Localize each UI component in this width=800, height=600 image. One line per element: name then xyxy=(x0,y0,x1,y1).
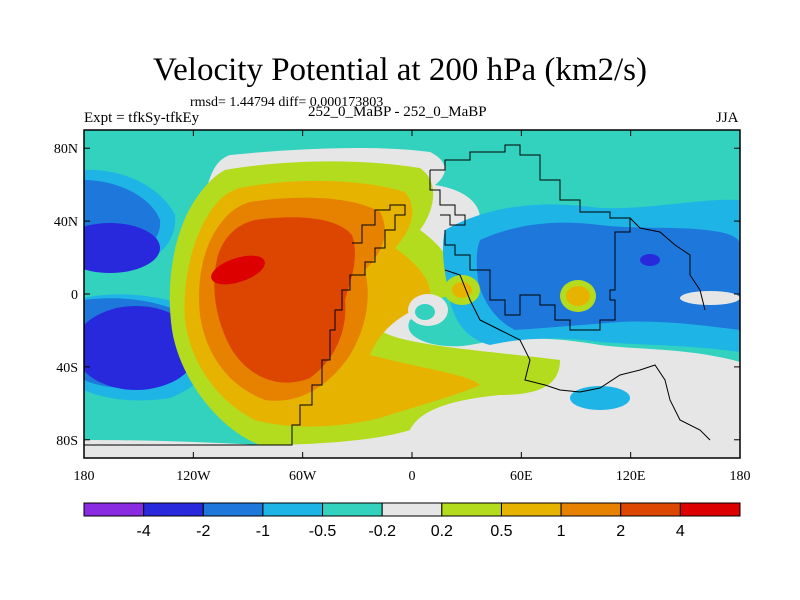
contour-west-south-darkblue xyxy=(84,306,198,390)
x-tick-label: 0 xyxy=(409,469,416,484)
coastline-america xyxy=(84,204,406,446)
y-tick-label: 80S xyxy=(56,434,78,449)
contour-east-dark-spot xyxy=(640,254,660,266)
colorbar-label: 0.5 xyxy=(490,523,512,540)
contour-east-neutral-spot xyxy=(680,291,740,305)
coastline-layer xyxy=(84,144,711,446)
y-tick-label: 0 xyxy=(71,288,78,303)
colorbar-swatch xyxy=(143,502,204,517)
colorbar-swatch xyxy=(202,502,264,517)
x-tick-label: 60E xyxy=(510,469,533,484)
experiment-label: Expt = tfkSy-tfkEy xyxy=(84,110,200,126)
colorbar-label: 0.2 xyxy=(431,523,453,540)
contour-west-north-darkblue xyxy=(84,223,160,273)
season-label: JJA xyxy=(716,110,739,126)
colorbar: -4 -2 -1 -0.5 -0.2 0.2 0.5 1 2 4 xyxy=(83,502,741,540)
colorbar-swatch xyxy=(441,502,502,517)
stats-label: rmsd= 1.44794 diff= 0.000173803 xyxy=(190,95,384,110)
y-tick-label: 40S xyxy=(56,361,78,376)
x-tick-label: 120E xyxy=(616,469,646,484)
colorbar-swatch xyxy=(500,502,562,517)
x-tick-label: 120W xyxy=(176,469,211,484)
contour-south-blue-spot xyxy=(570,386,630,410)
colorbar-label: 2 xyxy=(616,523,625,540)
contour-red-max xyxy=(211,255,265,285)
x-tick-label: 180 xyxy=(74,469,95,484)
colorbar-label: -2 xyxy=(196,523,210,540)
contour-atlantic-blue xyxy=(415,304,435,320)
colorbar-label: 1 xyxy=(557,523,566,540)
coastline-asia-east xyxy=(610,217,706,311)
x-tick-label: 60W xyxy=(289,469,317,484)
colorbar-swatch xyxy=(83,502,145,517)
coastline-greenland xyxy=(429,170,466,226)
colorbar-label: -4 xyxy=(137,523,151,540)
colorbar-swatch xyxy=(381,502,443,517)
contour-east-midblue-region xyxy=(476,222,740,330)
contour-atlantic-orange xyxy=(452,282,472,298)
colorbar-swatch xyxy=(262,502,324,517)
colorbar-label: -1 xyxy=(256,523,270,540)
x-tick-label: 180 xyxy=(730,469,751,484)
colorbar-label: 4 xyxy=(676,523,685,540)
contour-east-orange-spot xyxy=(566,286,590,306)
y-tick-label: 40N xyxy=(54,215,78,230)
colorbar-label: -0.2 xyxy=(368,523,396,540)
colorbar-swatch xyxy=(679,502,741,517)
contour-fill-layer xyxy=(84,130,740,458)
comparison-label: 252_0_MaBP - 252_0_MaBP xyxy=(308,104,487,120)
coastline-africa xyxy=(444,269,711,441)
y-tick-label: 80N xyxy=(54,142,78,157)
colorbar-swatch xyxy=(560,502,622,517)
colorbar-label: -0.5 xyxy=(309,523,337,540)
colorbar-swatch xyxy=(322,502,383,517)
colorbar-swatch xyxy=(620,502,681,517)
coastline-europe-asia xyxy=(430,144,631,331)
axis-ticks: 180 120W 60W 0 60E 120E 180 80N 40N 0 40S 80S xyxy=(54,130,751,484)
chart-title: Velocity Potential at 200 hPa (km2/s) xyxy=(152,52,648,88)
